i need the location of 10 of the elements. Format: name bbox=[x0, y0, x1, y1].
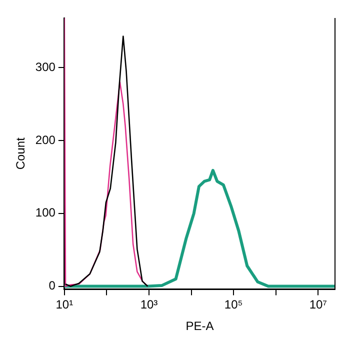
x-axis-title: PE-A bbox=[186, 319, 214, 334]
x-tick-label: 10¹ bbox=[56, 298, 74, 312]
x-tick-label: 10⁷ bbox=[309, 298, 328, 312]
y-tick-label: 100 bbox=[35, 206, 56, 220]
y-tick-label: 300 bbox=[35, 60, 56, 74]
y-axis-title: Count bbox=[14, 136, 28, 170]
y-tick-label: 0 bbox=[48, 278, 56, 293]
x-tick-label: 10³ bbox=[140, 298, 158, 312]
x-tick-label: 10⁵ bbox=[224, 298, 243, 312]
y-tick-label: 200 bbox=[35, 132, 56, 147]
